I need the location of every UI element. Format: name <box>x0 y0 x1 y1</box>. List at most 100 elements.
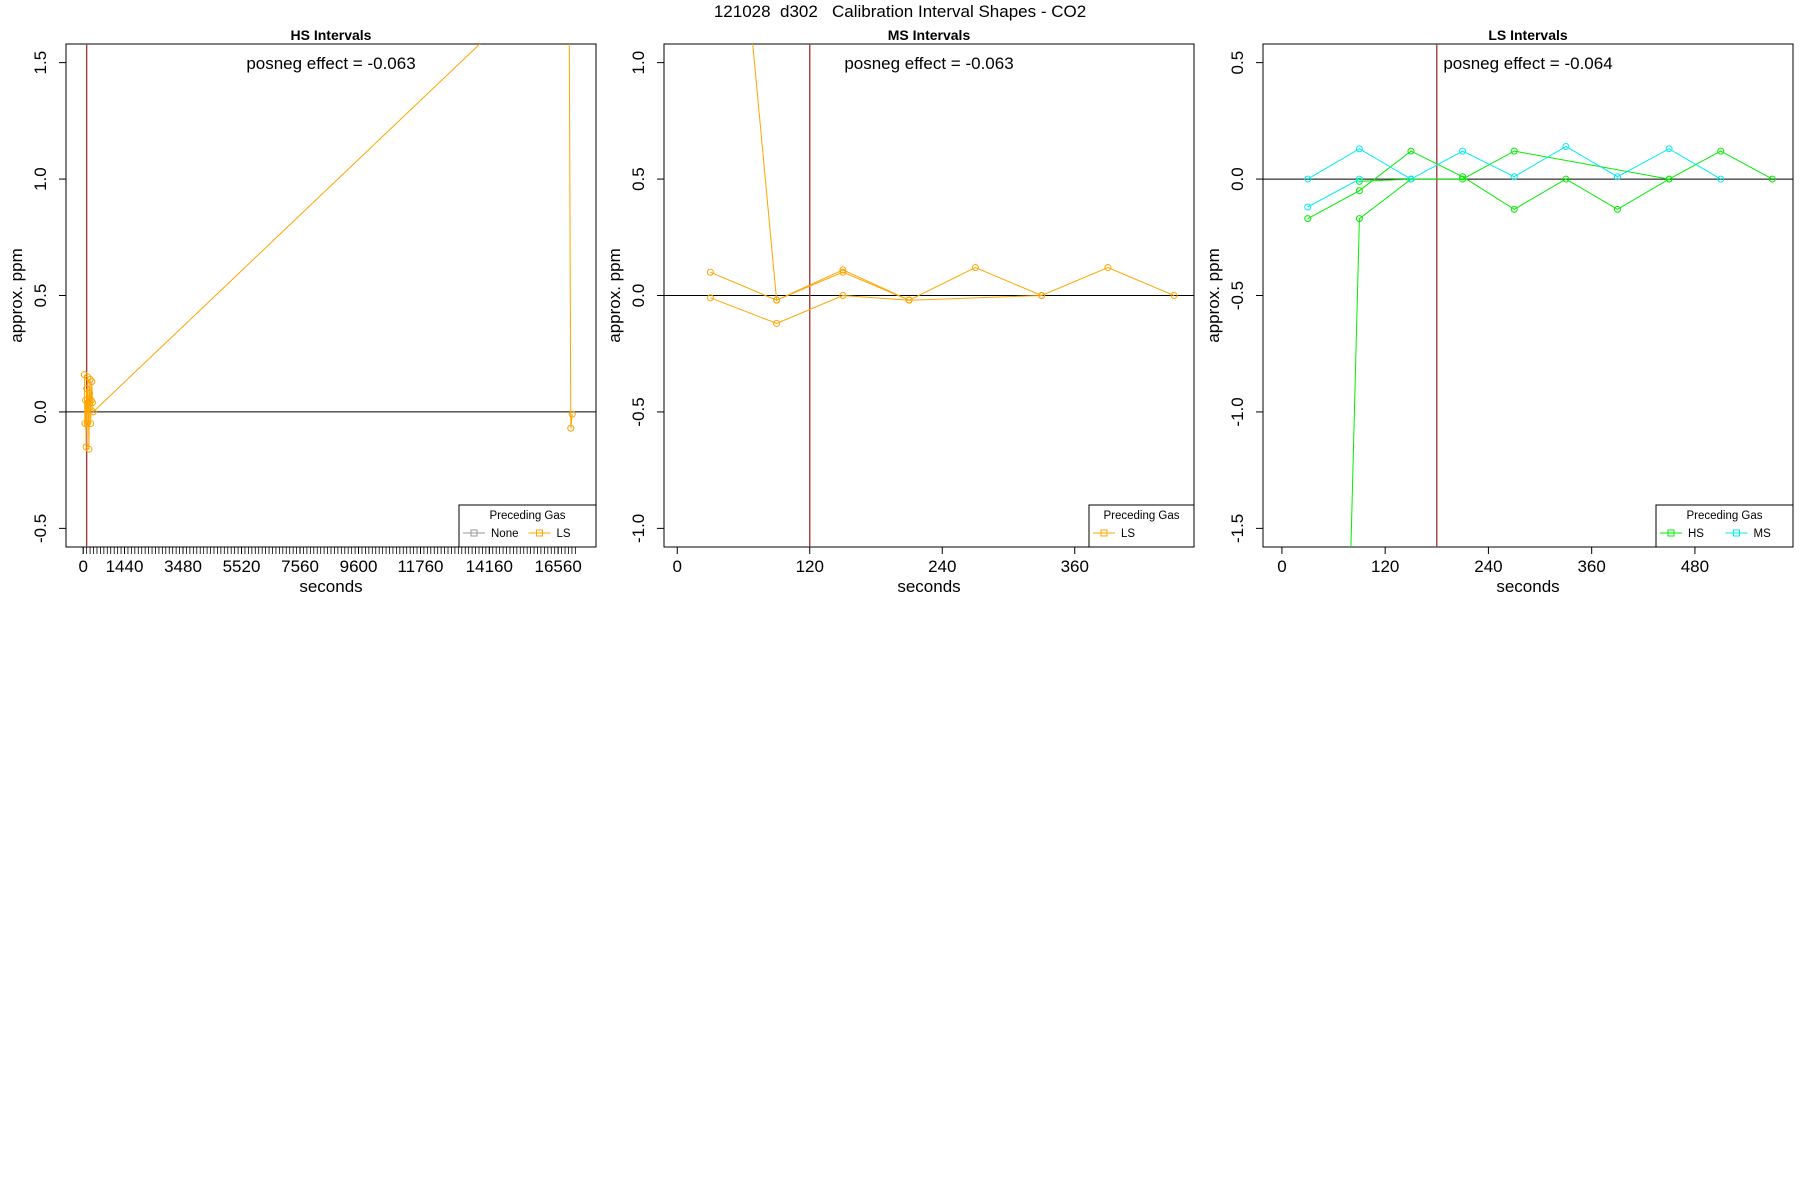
y-tick-label: 1.0 <box>629 51 648 75</box>
series-line-ls <box>710 294 1042 324</box>
data-point-ls <box>839 292 847 299</box>
figure-title: 121028 d302 Calibration Interval Shapes … <box>713 2 1087 21</box>
x-tick-label: 16560 <box>535 557 582 576</box>
y-tick-label: 0.5 <box>629 167 648 191</box>
data-point-ms <box>1717 175 1725 183</box>
x-tick-label: 0 <box>78 557 87 576</box>
x-axis-label: seconds <box>299 577 362 596</box>
data-point-ls <box>1170 292 1178 299</box>
x-tick-label: 5520 <box>223 557 261 576</box>
data-point-ls <box>568 410 576 418</box>
data-point-ls <box>1038 292 1046 299</box>
panel-title: LS Intervals <box>1488 27 1568 43</box>
data-point-ls <box>971 264 979 272</box>
data-point-ls <box>567 424 575 432</box>
data-point-hs <box>1510 147 1518 155</box>
y-tick-label: -1.0 <box>1228 397 1247 426</box>
plot-area <box>66 36 596 547</box>
x-axis-label: seconds <box>897 577 960 596</box>
data-point-hs <box>1717 147 1725 155</box>
series-line-ms <box>1307 178 1360 208</box>
chart-panel-3: LS Intervals 0 120 240 360 480 seconds -1.5 -1.0… <box>1204 27 1794 596</box>
y-tick-label: -0.5 <box>629 397 648 426</box>
x-tick-label: 1440 <box>106 557 144 576</box>
data-point-ls <box>566 36 572 42</box>
y-axis-label: approx. ppm <box>7 248 26 343</box>
y-tick-label: 0.0 <box>1228 167 1247 191</box>
data-point-ls <box>749 36 755 42</box>
legend-swatch-marker <box>1667 529 1675 537</box>
x-tick-label: 120 <box>796 557 824 576</box>
data-point-ls <box>80 371 88 379</box>
posneg-annotation: posneg effect = -0.063 <box>246 54 415 73</box>
data-point-ls <box>84 373 92 381</box>
data-point-ms <box>1355 145 1363 153</box>
data-point-hs <box>1304 215 1312 223</box>
legend-swatch-marker <box>1100 529 1108 537</box>
plot-area <box>1263 44 1793 547</box>
legend-title: Preceding Gas <box>1686 510 1762 522</box>
posneg-annotation: posneg effect = -0.063 <box>844 54 1013 73</box>
x-axis-label: seconds <box>1496 577 1559 596</box>
y-tick-label: 1.5 <box>31 51 50 75</box>
legend-entry-label: LS <box>557 528 571 540</box>
y-tick-label: -0.5 <box>31 514 50 543</box>
x-tick-label: 0 <box>1277 557 1286 576</box>
panel-title: MS Intervals <box>888 27 971 43</box>
data-point-ms <box>1355 175 1363 183</box>
series-line-ms <box>1307 145 1721 180</box>
legend-swatch-marker <box>536 529 543 537</box>
y-tick-label: -1.0 <box>629 514 648 543</box>
data-point-hs <box>1355 177 1363 185</box>
x-tick-label: 14160 <box>466 557 513 576</box>
data-point-hs <box>1459 173 1467 181</box>
y-tick-label: 0.0 <box>629 284 648 308</box>
plot-frame <box>65 43 597 548</box>
data-point-ls <box>85 445 93 453</box>
x-tick-label: 7560 <box>281 557 319 576</box>
data-point-ls <box>706 268 714 276</box>
x-tick-label: 9600 <box>340 557 378 576</box>
data-point-ms <box>1562 142 1570 150</box>
series-line-hs <box>1359 178 1412 182</box>
data-point-hs <box>1407 147 1415 155</box>
data-point-ms <box>1304 175 1312 183</box>
legend-entry-label: HS <box>1688 528 1704 540</box>
data-point-ls <box>83 420 91 428</box>
data-point-hs <box>1355 215 1363 223</box>
data-point-ls <box>88 378 96 386</box>
data-point-ms <box>1459 147 1467 155</box>
legend-box <box>1088 504 1195 548</box>
data-point-ls <box>839 268 847 276</box>
x-tick-label: 480 <box>1681 557 1709 576</box>
data-point-ls <box>706 294 714 302</box>
data-point-ls <box>773 319 781 327</box>
plot-area <box>664 36 1194 547</box>
y-tick-label: 1.0 <box>31 167 50 191</box>
x-tick-label: 120 <box>1371 557 1399 576</box>
legend-title: Preceding Gas <box>489 510 565 522</box>
x-tick-label: 0 <box>673 557 682 576</box>
x-tick-label: 240 <box>1474 557 1502 576</box>
data-point-ls <box>88 399 96 407</box>
chart-panel-2: MS Intervals 0 120 240 360 seconds -1.0 -0.5 0.0… <box>605 27 1195 596</box>
data-point-ls <box>84 403 92 411</box>
data-point-ls <box>773 296 781 304</box>
x-tick-label: 360 <box>1061 557 1089 576</box>
legend-swatch-marker <box>1733 529 1740 537</box>
legend: Preceding Gas HS MS <box>1655 504 1794 548</box>
y-axis-label: approx. ppm <box>1204 248 1223 343</box>
y-tick-label: 0.5 <box>31 284 50 308</box>
data-point-hs <box>1768 175 1776 183</box>
plot-frame <box>1262 43 1794 548</box>
data-point-hs <box>1355 187 1363 195</box>
data-point-ls <box>87 420 95 428</box>
posneg-annotation: posneg effect = -0.064 <box>1443 54 1612 73</box>
legend-entry-label: MS <box>1754 528 1772 540</box>
series-line-hs <box>1307 150 1773 220</box>
x-tick-label: 240 <box>928 557 956 576</box>
data-point-hs <box>1665 175 1673 183</box>
panel-title: HS Intervals <box>291 27 372 43</box>
y-tick-label: 0.0 <box>31 400 50 424</box>
